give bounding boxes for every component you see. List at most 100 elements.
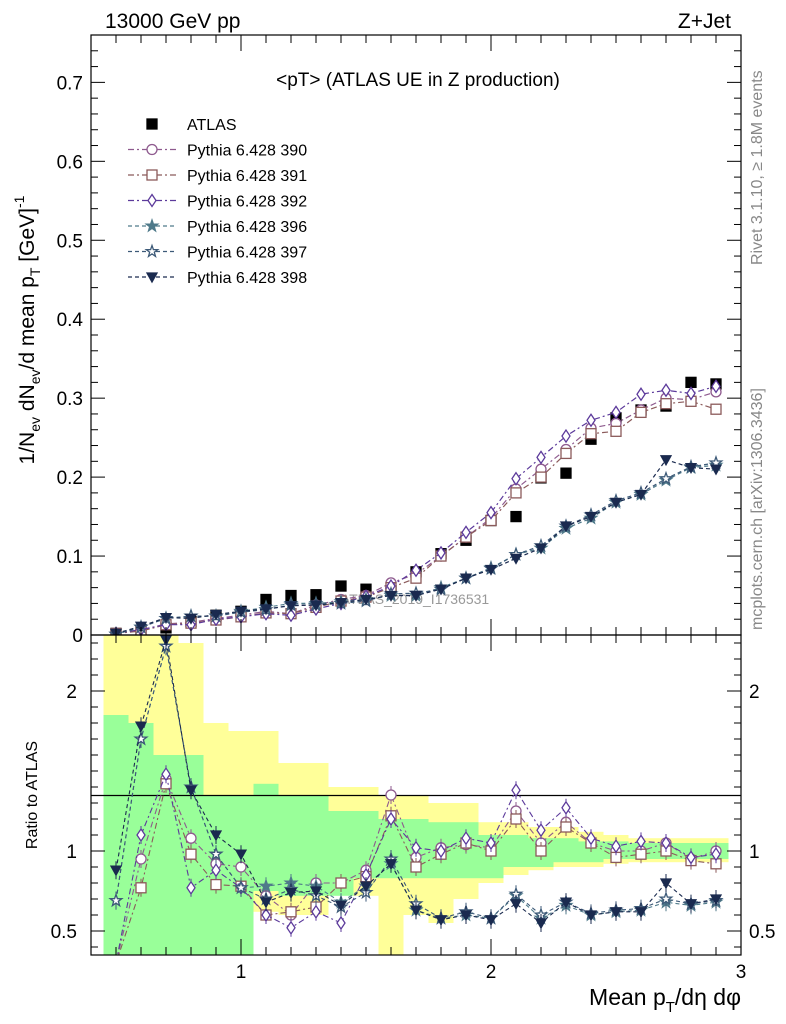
main-point: [711, 379, 721, 394]
header-right: Z+Jet: [678, 10, 731, 33]
ratio-point: [635, 848, 647, 860]
ratio-point: [659, 878, 673, 890]
main-ytick-label: 0.6: [57, 152, 83, 173]
ratio-point: [411, 840, 421, 855]
main-point: [586, 413, 596, 428]
main-point: [510, 487, 522, 499]
main-point: [259, 604, 273, 616]
main-point: [510, 510, 522, 523]
legend-marker: [147, 193, 157, 208]
main-point: [461, 525, 471, 540]
main-point: [561, 428, 571, 444]
main-point: [334, 597, 348, 609]
ratio-point: [111, 958, 121, 968]
legend-label: Pythia 6.428 390: [187, 143, 307, 160]
main-plot-series: [108, 376, 724, 635]
ratio-point: [261, 907, 271, 923]
ratio-point: [609, 907, 623, 919]
ratio-point: [235, 861, 247, 873]
main-series-4: [108, 457, 724, 635]
main-point: [611, 405, 621, 420]
ratio-point: [359, 881, 373, 893]
main-point: [610, 425, 622, 437]
main-point: [585, 428, 597, 440]
main-point: [685, 376, 697, 389]
ratio-point: [686, 850, 696, 865]
main-point: [484, 564, 498, 576]
legend-entry: ATLAS: [146, 117, 237, 134]
green-band-bin: [553, 838, 579, 863]
green-band-bin: [103, 715, 129, 955]
legend-entry: Pythia 6.428 391: [128, 168, 307, 185]
main-point: [286, 608, 296, 623]
main-point: [411, 563, 421, 578]
ratio-point: [384, 859, 398, 871]
main-point: [284, 601, 298, 613]
ratio-point: [208, 846, 224, 861]
ratio-point: [284, 887, 298, 899]
ratio-xlabel: Mean pT/dη dφ: [589, 984, 741, 1016]
ratio-point: [311, 904, 321, 919]
ratio-point: [135, 882, 147, 894]
ratio-point: [511, 783, 521, 798]
main-point: [660, 398, 672, 410]
main-point: [234, 606, 248, 618]
ratio-point: [286, 920, 296, 935]
side-text-bottom: mcplots.cern.ch [arXiv:1306.3436]: [749, 388, 766, 630]
ratio-point: [209, 830, 223, 842]
ratio-point: [161, 767, 171, 782]
ratio-point: [586, 831, 596, 846]
main-series-line: [115, 462, 717, 635]
main-point: [560, 447, 572, 460]
main-point: [511, 471, 521, 486]
ratio-point: [560, 821, 572, 833]
main-point: [559, 521, 573, 533]
main-ytick-label: 0.2: [57, 468, 83, 489]
main-point: [486, 505, 496, 520]
ratio-point: [611, 839, 621, 854]
ratio-point: [661, 835, 671, 851]
ratio-point: [335, 877, 347, 889]
ratio-ytick-label-left: 2: [66, 682, 77, 703]
ratio-point: [559, 897, 573, 909]
ratio-ytick-label-left: 0.5: [51, 922, 77, 943]
ratio-ytick-label-right: 2: [749, 682, 760, 703]
ratio-point: [336, 915, 346, 931]
main-series-line: [115, 458, 717, 634]
ratio-series-5: [109, 635, 723, 932]
legend-marker: [145, 272, 159, 284]
main-ytick-label: 0.1: [57, 547, 83, 568]
ratio-point: [409, 905, 423, 917]
legend-marker: [144, 243, 160, 259]
ratio-point: [334, 900, 348, 912]
xtick-label: 2: [486, 962, 497, 983]
ratio-ylabel: Ratio to ATLAS: [24, 741, 41, 849]
main-point: [309, 600, 323, 612]
legend-label: Pythia 6.428 396: [187, 219, 307, 236]
legend: ATLAS Pythia 6.428 390 Pythia 6.428 391 Pyt…: [128, 117, 307, 287]
ratio-plot-series: [108, 635, 724, 968]
ratio-point: [186, 880, 196, 895]
ratio-point: [211, 863, 221, 878]
ratio-point: [658, 890, 674, 906]
ratio-point: [634, 907, 648, 919]
main-point: [661, 383, 671, 398]
green-band-bin: [503, 835, 529, 867]
ratio-point: [135, 853, 147, 865]
ratio-point: [536, 823, 546, 838]
header-left: 13000 GeV pp: [105, 10, 240, 33]
main-point: [509, 553, 523, 565]
ratio-point: [385, 789, 397, 801]
ratio-point: [233, 879, 249, 895]
main-title: <pT> (ATLAS UE in Z production): [276, 70, 560, 91]
main-point: [409, 590, 423, 602]
green-band-bin: [253, 783, 279, 891]
ratio-point: [509, 899, 523, 911]
ratio-point: [410, 861, 422, 873]
ratio-point: [684, 899, 698, 911]
ratio-point: [510, 813, 522, 825]
ratio-point: [234, 849, 248, 861]
ratio-point: [711, 847, 721, 862]
ratio-point: [561, 800, 571, 815]
